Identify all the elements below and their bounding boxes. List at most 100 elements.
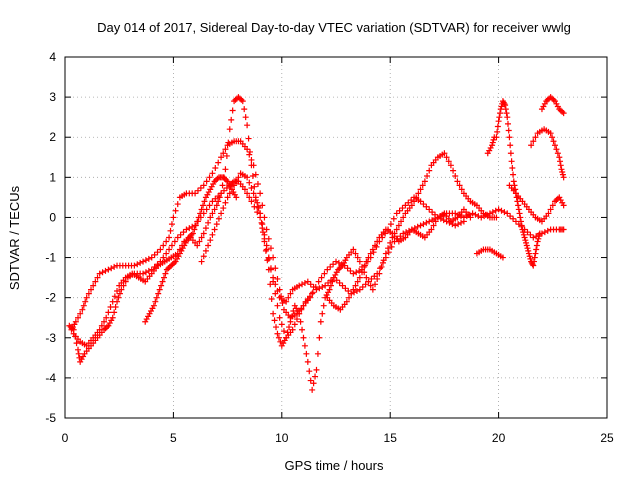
plus-marker	[205, 219, 212, 226]
plus-marker	[510, 215, 517, 222]
plus-marker	[423, 203, 430, 210]
plus-marker	[248, 198, 255, 205]
plus-marker	[168, 221, 175, 228]
plus-marker	[426, 206, 433, 213]
plus-marker	[137, 259, 144, 266]
plus-marker	[507, 213, 514, 220]
plus-marker	[299, 326, 306, 333]
plus-marker	[286, 324, 293, 331]
plus-marker	[189, 230, 196, 237]
plus-marker	[551, 142, 558, 149]
plus-marker	[274, 302, 281, 309]
plus-marker	[535, 235, 542, 242]
plus-marker	[313, 366, 320, 373]
data-points	[66, 94, 567, 393]
plus-marker	[336, 279, 343, 286]
plus-marker	[300, 334, 307, 341]
plus-marker	[408, 197, 415, 204]
plus-marker	[244, 174, 251, 181]
plus-marker	[216, 194, 223, 201]
plus-marker	[320, 302, 327, 309]
plus-marker	[258, 219, 265, 226]
plus-marker	[194, 218, 201, 225]
plus-marker	[247, 148, 254, 155]
series-trace-11	[473, 246, 506, 261]
plus-marker	[547, 130, 554, 137]
plus-marker	[519, 226, 526, 233]
plus-marker	[312, 283, 319, 290]
plus-marker	[112, 304, 119, 311]
plus-marker	[246, 194, 253, 201]
plus-marker	[246, 179, 253, 186]
plus-marker	[379, 259, 386, 266]
plus-marker	[350, 270, 357, 277]
plus-marker	[195, 214, 202, 221]
plus-marker	[353, 287, 360, 294]
plus-marker	[194, 187, 201, 194]
plus-marker	[346, 294, 353, 301]
plus-marker	[525, 250, 532, 257]
series-trace-6	[324, 206, 474, 313]
plus-marker	[426, 167, 433, 174]
plus-marker	[265, 235, 272, 242]
plus-marker	[197, 210, 204, 217]
plus-marker	[361, 263, 368, 270]
plus-marker	[186, 225, 193, 232]
plus-marker	[177, 231, 184, 238]
plus-marker	[545, 210, 552, 217]
plus-marker	[359, 283, 366, 290]
plus-marker	[458, 186, 465, 193]
plus-marker	[250, 190, 257, 197]
plus-marker	[518, 218, 525, 225]
plus-marker	[559, 171, 566, 178]
plus-marker	[200, 182, 207, 189]
y-tick-label: -1	[45, 251, 56, 265]
plus-marker	[206, 202, 213, 209]
plus-marker	[556, 154, 563, 161]
plus-marker	[560, 110, 567, 117]
plus-marker	[235, 174, 242, 181]
x-tick-label: 15	[384, 431, 398, 445]
plus-marker	[387, 239, 394, 246]
y-tick-label: 3	[49, 90, 56, 104]
plus-marker	[450, 167, 457, 174]
plus-marker	[530, 138, 537, 145]
plus-marker	[521, 234, 528, 241]
x-tick-label: 10	[275, 431, 289, 445]
plus-marker	[307, 281, 314, 288]
plus-marker	[140, 270, 147, 277]
y-tick-labels: -5 -4 -3 -2 -1 0 1 2 3 4	[45, 50, 56, 425]
plus-marker	[550, 138, 557, 145]
plus-marker	[558, 166, 565, 173]
y-tick-label: 4	[49, 50, 56, 64]
plus-marker	[501, 100, 508, 107]
plus-marker	[368, 275, 375, 282]
plus-marker	[447, 162, 454, 169]
plus-marker	[402, 202, 409, 209]
plus-marker	[405, 199, 412, 206]
plus-marker	[213, 202, 220, 209]
plus-marker	[267, 266, 274, 273]
plus-marker	[259, 202, 266, 209]
plus-marker	[99, 269, 106, 276]
x-tick-label: 25	[600, 431, 614, 445]
plus-marker	[560, 202, 567, 209]
plus-marker	[274, 330, 281, 337]
plus-marker	[522, 237, 529, 244]
plus-marker	[211, 226, 218, 233]
plus-marker	[200, 202, 207, 209]
y-axis-label: SDTVAR / TECUs	[7, 185, 22, 290]
plus-marker	[516, 210, 523, 217]
plus-marker	[248, 185, 255, 192]
plus-marker	[245, 135, 252, 142]
plus-marker	[494, 123, 501, 130]
plus-marker	[233, 178, 240, 185]
plus-marker	[530, 262, 537, 269]
plus-marker	[398, 218, 405, 225]
plus-marker	[363, 258, 370, 265]
plus-marker	[254, 203, 261, 210]
plus-marker	[530, 234, 537, 241]
plus-marker	[174, 234, 181, 241]
plus-marker	[343, 298, 350, 305]
plus-marker	[280, 328, 287, 335]
